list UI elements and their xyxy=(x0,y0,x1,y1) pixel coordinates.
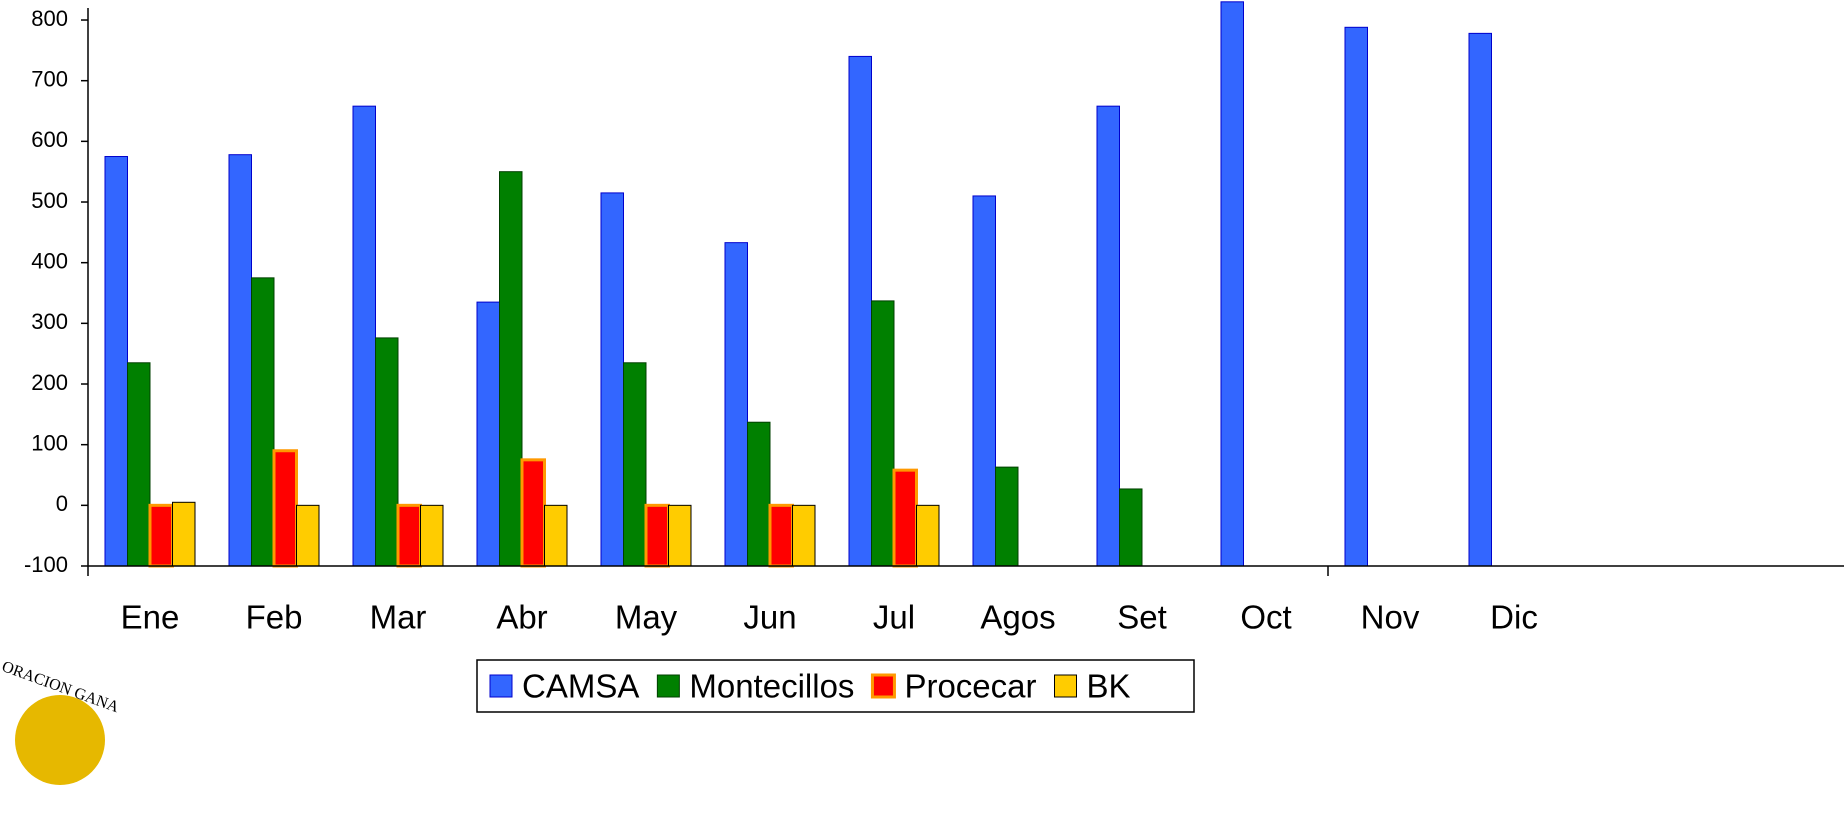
bar xyxy=(644,503,670,568)
bar xyxy=(1220,1,1244,567)
legend: CAMSA Montecillos Procecar BK xyxy=(476,659,1195,713)
bar xyxy=(172,501,196,567)
bar xyxy=(396,503,422,568)
y-tick-label: 300 xyxy=(31,309,68,334)
bar xyxy=(375,337,399,567)
logo: ORACION GANA xyxy=(0,658,121,785)
bar xyxy=(623,362,647,567)
bar xyxy=(104,156,128,567)
y-tick-label: 800 xyxy=(31,6,68,31)
legend-label: Montecillos xyxy=(689,668,854,705)
bar xyxy=(1468,32,1492,567)
x-tick-label: Abr xyxy=(496,599,547,636)
bar xyxy=(296,504,320,567)
bar xyxy=(848,55,872,567)
legend-label: BK xyxy=(1087,668,1131,705)
x-tick-label: Feb xyxy=(246,599,303,636)
y-tick-label: 700 xyxy=(31,66,68,91)
bar xyxy=(995,466,1019,567)
bar xyxy=(148,503,174,568)
legend-label: Procecar xyxy=(904,668,1036,705)
bar xyxy=(1119,488,1143,567)
logo-gear xyxy=(15,695,105,785)
x-tick-label: Jul xyxy=(873,599,915,636)
x-tick-label: Oct xyxy=(1240,599,1291,636)
bar xyxy=(600,192,624,567)
y-tick-label: 200 xyxy=(31,370,68,395)
bar xyxy=(544,504,568,567)
bar xyxy=(792,504,816,567)
bar xyxy=(747,421,771,567)
bar xyxy=(1344,26,1368,567)
y-tick-label: 400 xyxy=(31,248,68,273)
x-tick-label: Agos xyxy=(980,599,1055,636)
bar xyxy=(871,300,895,567)
bar xyxy=(476,301,500,567)
bar xyxy=(768,503,794,568)
bar xyxy=(1096,105,1120,567)
bar xyxy=(668,504,692,567)
bar xyxy=(892,468,918,568)
legend-swatch xyxy=(870,673,896,699)
x-tick-label: Set xyxy=(1117,599,1167,636)
legend-swatch xyxy=(1054,674,1077,698)
legend-swatch xyxy=(656,674,680,698)
x-tick-label: Jun xyxy=(743,599,796,636)
y-tick-label: 600 xyxy=(31,127,68,152)
bar xyxy=(251,277,275,567)
y-tick-label: -100 xyxy=(24,552,68,577)
bar xyxy=(127,362,151,567)
bar xyxy=(916,504,940,567)
x-tick-label: Nov xyxy=(1361,599,1420,636)
bar xyxy=(724,242,748,567)
bar xyxy=(228,154,252,567)
legend-swatch xyxy=(489,674,513,698)
bar xyxy=(972,195,996,567)
x-tick-label: Mar xyxy=(370,599,427,636)
x-tick-label: Dic xyxy=(1490,599,1538,636)
bar xyxy=(352,105,376,567)
bar xyxy=(520,458,546,568)
y-tick-label: 0 xyxy=(56,491,68,516)
x-tick-label: Ene xyxy=(121,599,180,636)
legend-label: CAMSA xyxy=(522,668,639,705)
y-tick-label: 100 xyxy=(31,430,68,455)
bar xyxy=(420,504,444,567)
bar xyxy=(272,449,298,568)
y-tick-label: 500 xyxy=(31,188,68,213)
bar xyxy=(499,171,523,567)
x-tick-label: May xyxy=(615,599,678,636)
